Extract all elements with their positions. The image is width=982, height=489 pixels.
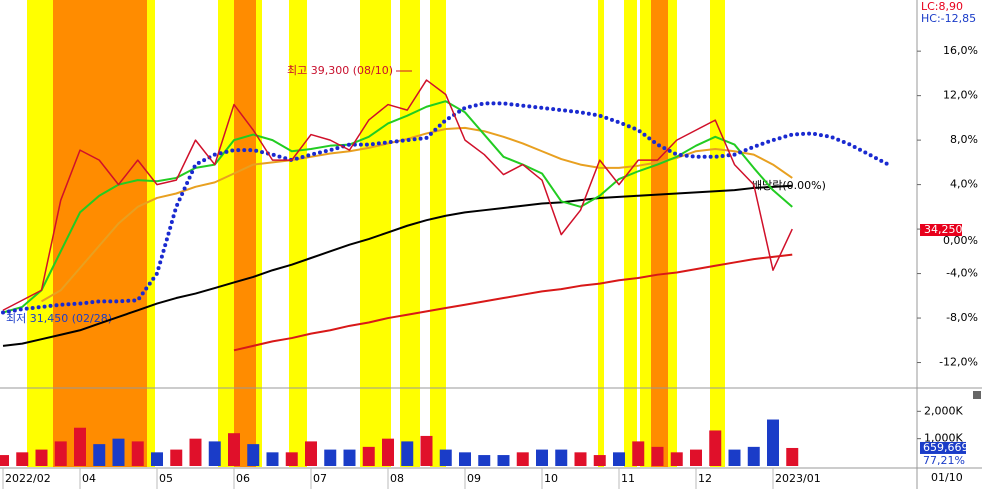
volume-bar: [536, 449, 548, 466]
band: [430, 0, 446, 467]
band: [624, 0, 637, 467]
volume-bar: [208, 441, 221, 466]
y-tick-label: -4,0%: [946, 267, 978, 280]
volume-bar: [54, 441, 67, 466]
price-tag: 34,250: [924, 223, 963, 236]
volume-bar: [459, 452, 471, 466]
volume-bar: [93, 444, 106, 466]
x-tick-label: 05: [159, 472, 173, 485]
y-tick-label: -8,0%: [946, 311, 978, 324]
volume-bar: [478, 455, 491, 466]
volume-bar: [170, 449, 183, 466]
band: [289, 0, 307, 467]
legend-entry: LC:8,90: [921, 0, 963, 13]
band: [27, 0, 53, 467]
x-tick-label: 07: [313, 472, 327, 485]
band: [710, 0, 725, 467]
volume-tag-box: [920, 441, 966, 454]
volume-bar: [593, 455, 606, 466]
panel-button[interactable]: [973, 391, 981, 399]
volume-ratio: 77,21%: [923, 454, 965, 467]
x-tick-label: 04: [82, 472, 96, 485]
legend-entry: HC:-12,85: [921, 12, 976, 25]
date-label: 01/10: [931, 471, 963, 484]
volume-bar: [112, 438, 125, 466]
volume-bar: [632, 441, 645, 466]
volume-bar: [74, 427, 86, 466]
price-tag-box: [920, 224, 962, 236]
volume-bar: [35, 449, 48, 466]
y-tick-label: 8,0%: [950, 133, 978, 146]
y-tick-label: 0,00%: [943, 234, 978, 247]
volume-bar: [439, 449, 452, 466]
x-tick-label: 2022/02: [5, 472, 51, 485]
volume-tick-label: 1,000K: [924, 432, 963, 445]
volume-bar: [574, 452, 587, 466]
volume-tag: 659,669: [923, 441, 969, 454]
y-tick-label: 12,0%: [943, 89, 978, 102]
x-tick-label: 10: [544, 472, 558, 485]
volume-bar: [0, 455, 9, 466]
x-tick-label: 06: [236, 472, 250, 485]
volume-bar: [747, 446, 760, 466]
volume-bar: [228, 433, 240, 466]
band: [400, 0, 420, 467]
x-tick-label: 2023/01: [775, 472, 821, 485]
moving-average: [2, 100, 793, 314]
volume-bar: [285, 452, 298, 466]
moving-average: [1, 101, 891, 315]
annotation: 최저 31,450 (02/28): [6, 312, 112, 325]
volume-tick-label: 2,000K: [924, 404, 963, 417]
volume-bar: [324, 449, 337, 466]
volume-bar: [613, 452, 625, 466]
moving-average: [233, 253, 793, 352]
y-tick-label: 4,0%: [950, 178, 978, 191]
volume-bar: [767, 419, 779, 466]
volume-bar: [131, 441, 144, 466]
volume-bar: [401, 441, 414, 466]
volume-bar: [305, 441, 317, 466]
volume-bar: [382, 438, 394, 466]
band: [218, 0, 234, 467]
band: [53, 0, 147, 467]
band: [640, 0, 651, 467]
price-line: [2, 79, 793, 311]
x-tick-label: 11: [621, 472, 635, 485]
volume-bar: [786, 447, 799, 466]
volume-bar: [151, 452, 163, 466]
volume-bar: [690, 449, 702, 466]
volume-bar: [516, 452, 529, 466]
volume-bar: [16, 452, 29, 466]
x-tick-label: 12: [698, 472, 712, 485]
moving-average: [2, 184, 793, 347]
volume-bar: [555, 449, 568, 466]
volume-bar: [247, 444, 260, 466]
volume-bar: [709, 430, 722, 466]
band: [147, 0, 155, 467]
volume-bar: [670, 452, 683, 466]
band: [651, 0, 668, 467]
y-tick-label: 16,0%: [943, 44, 978, 57]
x-tick-label: 08: [390, 472, 404, 485]
volume-bar: [420, 435, 433, 466]
volume-bar: [362, 446, 375, 466]
volume-bar: [343, 449, 356, 466]
band: [234, 0, 256, 467]
annotation: 최고 39,300 (08/10): [287, 64, 393, 77]
volume-bar: [266, 452, 279, 466]
highlight-bands: [27, 0, 725, 467]
volume-bar: [189, 438, 202, 466]
volume-bar: [651, 446, 664, 466]
volume-bar: [728, 449, 741, 466]
band: [598, 0, 604, 467]
y-tick-label: -12,0%: [939, 356, 978, 369]
band: [668, 0, 677, 467]
volume-bar: [497, 455, 510, 466]
x-tick-label: 09: [467, 472, 481, 485]
band: [256, 0, 262, 467]
